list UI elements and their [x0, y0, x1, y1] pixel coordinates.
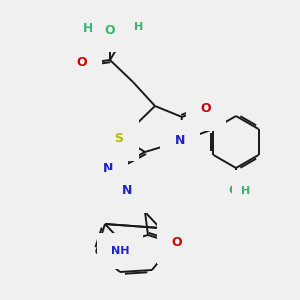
- Text: H: H: [134, 22, 144, 32]
- Text: O: O: [201, 103, 211, 116]
- Text: O: O: [229, 184, 239, 197]
- Text: O: O: [77, 56, 87, 70]
- Text: -: -: [98, 22, 103, 34]
- Text: N: N: [103, 163, 113, 176]
- Text: O: O: [172, 236, 182, 248]
- Text: S: S: [115, 133, 124, 146]
- Text: O: O: [105, 23, 115, 37]
- Text: O: O: [122, 23, 132, 37]
- Text: H: H: [242, 186, 250, 196]
- Text: NH: NH: [111, 246, 129, 256]
- Text: N: N: [122, 184, 132, 197]
- Text: N: N: [175, 134, 185, 148]
- Text: H: H: [83, 22, 93, 34]
